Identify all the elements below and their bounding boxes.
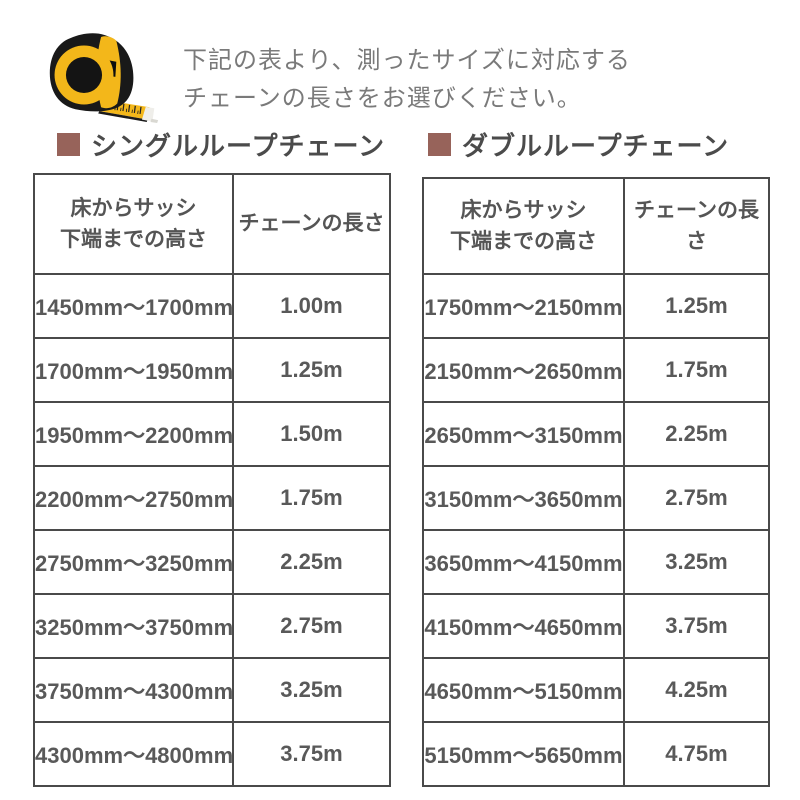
chain-length-cell: 2.75m [623,465,770,531]
table-row: 3750mm〜4300mm 3.25m [33,657,391,723]
table-header-row: 床からサッシ 下端までの高さ チェーンの長さ [33,173,391,275]
height-header-line-1: 床からサッシ [70,196,197,220]
height-range-cell: 4300mm〜4800mm [33,721,234,787]
chain-length-cell: 1.00m [232,273,391,339]
chain-length-cell: 4.25m [623,657,770,723]
table-row: 2150mm〜2650mm 1.75m [422,337,770,403]
table-row: 1750mm〜2150mm 1.25m [422,273,770,339]
height-range-cell: 4650mm〜5150mm [422,657,625,723]
table-row: 3250mm〜3750mm 2.75m [33,593,391,659]
chain-length-cell: 4.75m [623,721,770,787]
height-range-cell: 5150mm〜5650mm [422,721,625,787]
chain-length-cell: 1.75m [232,465,391,531]
height-range-cell: 2750mm〜3250mm [33,529,234,595]
chain-length-cell: 2.75m [232,593,391,659]
tape-measure-icon [49,33,159,123]
chain-length-column-header: チェーンの長さ [623,177,770,275]
height-range-cell: 2200mm〜2750mm [33,465,234,531]
table-row: 5150mm〜5650mm 4.75m [422,721,770,787]
height-header-line-2: 下端までの高さ [60,228,207,251]
double-loop-chain-table: 床からサッシ 下端までの高さ チェーンの長さ 1750mm〜2150mm 1.25… [422,177,770,787]
table-row: 4150mm〜4650mm 3.75m [422,593,770,659]
height-range-cell: 2150mm〜2650mm [422,337,625,403]
height-range-cell: 3250mm〜3750mm [33,593,234,659]
chain-length-cell: 3.75m [623,593,770,659]
height-header-line-1: 床からサッシ [460,198,587,222]
table-row: 2650mm〜3150mm 2.25m [422,401,770,467]
table-row: 1950mm〜2200mm 1.50m [33,401,391,467]
chain-length-cell: 1.25m [232,337,391,403]
chain-length-cell: 3.25m [623,529,770,595]
chain-length-cell: 1.50m [232,401,391,467]
square-bullet-icon [428,133,451,156]
chain-length-cell: 1.75m [623,337,770,403]
intro-line-1: 下記の表より、測ったサイズに対応する [183,47,631,74]
height-range-cell: 3750mm〜4300mm [33,657,234,723]
height-header-line-2: 下端までの高さ [450,230,597,253]
height-range-cell: 1950mm〜2200mm [33,401,234,467]
chain-length-cell: 3.25m [232,657,391,723]
section-title-single-loop-chain: シングルループチェーン [57,126,385,163]
table-row: 4300mm〜4800mm 3.75m [33,721,391,787]
height-column-header: 床からサッシ 下端までの高さ [33,173,234,275]
intro-text: 下記の表より、測ったサイズに対応する チェーンの長さをお選びください。 [183,42,631,118]
height-range-cell: 1450mm〜1700mm [33,273,234,339]
table-header-row: 床からサッシ 下端までの高さ チェーンの長さ [422,177,770,275]
chain-length-cell: 1.25m [623,273,770,339]
height-range-cell: 2650mm〜3150mm [422,401,625,467]
table-row: 2200mm〜2750mm 1.75m [33,465,391,531]
chain-length-cell: 3.75m [232,721,391,787]
intro-line-2: チェーンの長さをお選びください。 [183,85,582,112]
height-range-cell: 4150mm〜4650mm [422,593,625,659]
height-range-cell: 1750mm〜2150mm [422,273,625,339]
chain-length-cell: 2.25m [623,401,770,467]
section-title-double-loop-chain: ダブルループチェーン [428,126,729,163]
square-bullet-icon [57,133,80,156]
table-row: 3650mm〜4150mm 3.25m [422,529,770,595]
table-row: 3150mm〜3650mm 2.75m [422,465,770,531]
height-column-header: 床からサッシ 下端までの高さ [422,177,625,275]
height-range-cell: 3150mm〜3650mm [422,465,625,531]
single-loop-chain-table: 床からサッシ 下端までの高さ チェーンの長さ 1450mm〜1700mm 1.00… [33,173,391,787]
height-range-cell: 3650mm〜4150mm [422,529,625,595]
table-row: 4650mm〜5150mm 4.25m [422,657,770,723]
table-row: 1450mm〜1700mm 1.00m [33,273,391,339]
section-title-label: シングルループチェーン [91,131,386,161]
table-row: 1700mm〜1950mm 1.25m [33,337,391,403]
chain-length-cell: 2.25m [232,529,391,595]
section-title-label: ダブルループチェーン [462,131,730,161]
table-row: 2750mm〜3250mm 2.25m [33,529,391,595]
chain-length-column-header: チェーンの長さ [232,173,391,275]
height-range-cell: 1700mm〜1950mm [33,337,234,403]
